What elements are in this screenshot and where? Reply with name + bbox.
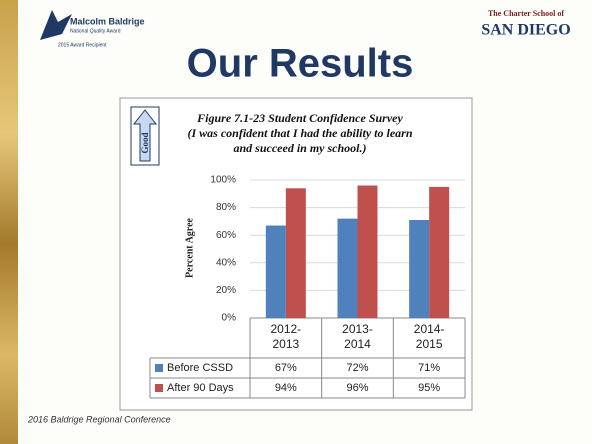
- x-tick-label: 2014-2015: [413, 322, 445, 351]
- chart-title: Figure 7.1-23 Student Confidence Survey: [196, 111, 403, 125]
- y-tick-label: 40%: [216, 257, 236, 268]
- bar: [285, 188, 306, 318]
- logo-right-line2: SAN DIEGO: [481, 22, 570, 39]
- legend-swatch: [155, 364, 163, 372]
- table-value: 94%: [275, 382, 297, 394]
- footer: 2016 Baldrige Regional Conference: [27, 414, 171, 424]
- logo-left-line2: 2015 Award Recipient: [58, 42, 107, 48]
- table-value: 72%: [346, 362, 368, 374]
- gold-stripe: [0, 0, 18, 444]
- chart-title: and succeed in my school.): [234, 141, 367, 155]
- logo-left-name: Malcolm Baldrige: [70, 16, 145, 26]
- y-tick-label: 60%: [216, 230, 236, 241]
- legend-label: After 90 Days: [167, 382, 234, 394]
- legend-swatch: [155, 384, 163, 392]
- bar: [357, 185, 378, 318]
- y-tick-label: 100%: [210, 175, 236, 186]
- slide-title: Our Results: [187, 42, 414, 86]
- table-value: 96%: [346, 382, 368, 394]
- x-tick-label: 2013-2014: [342, 322, 373, 351]
- y-tick-label: 80%: [216, 202, 236, 213]
- bar: [429, 186, 450, 318]
- y-axis-label: Percent Agree: [184, 218, 195, 278]
- badge-text: Good: [140, 132, 150, 153]
- x-tick-label: 2012-2013: [270, 322, 302, 351]
- y-tick-label: 0%: [222, 313, 237, 324]
- bar: [265, 225, 286, 318]
- bar: [337, 218, 358, 318]
- logo-right-line1: The Charter School of: [488, 9, 564, 18]
- badge-arrow: [132, 109, 158, 162]
- baldrige-star: [40, 10, 72, 40]
- bar: [409, 220, 430, 318]
- table-value: 95%: [418, 382, 440, 394]
- chart-title: (I was confident that I had the ability …: [187, 126, 412, 140]
- table-value: 71%: [418, 362, 440, 374]
- logo-left-line1: National Quality Award: [70, 28, 121, 34]
- y-tick-label: 20%: [216, 285, 236, 296]
- table-value: 67%: [275, 362, 297, 374]
- legend-label: Before CSSD: [167, 362, 233, 374]
